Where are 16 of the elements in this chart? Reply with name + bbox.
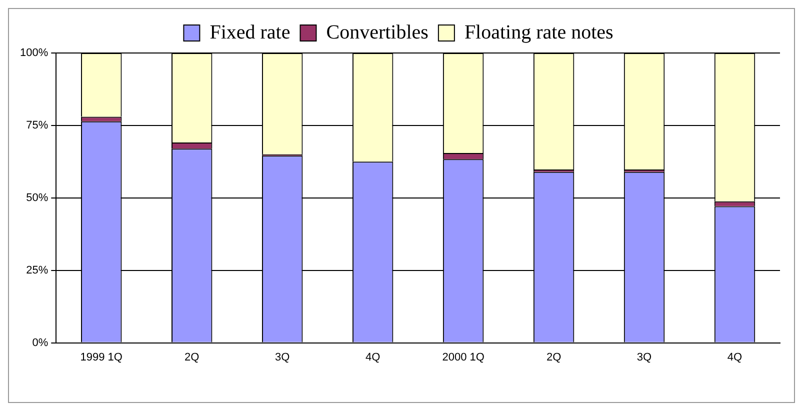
legend-label: Fixed rate: [210, 21, 290, 44]
x-tick-label: 2Q: [184, 351, 200, 364]
x-tick-label: 1999 1Q: [80, 351, 123, 364]
legend-label: Convertibles: [326, 21, 429, 44]
y-tick-label: 75%: [26, 119, 48, 132]
x-tick-label: 4Q: [365, 351, 381, 364]
x-tick-label: 4Q: [727, 351, 743, 364]
y-tick-label: 100%: [20, 47, 48, 60]
y-tick-label: 50%: [26, 192, 48, 204]
x-tick-label: 3Q: [636, 351, 652, 364]
y-tick-label: 0%: [32, 336, 48, 349]
legend-label: Floating rate notes: [464, 21, 614, 44]
x-tick-label: 2Q: [546, 351, 562, 364]
x-tick-label: 3Q: [275, 351, 290, 364]
y-tick-label: 25%: [26, 264, 48, 276]
x-tick-label: 2000 1Q: [442, 351, 485, 364]
